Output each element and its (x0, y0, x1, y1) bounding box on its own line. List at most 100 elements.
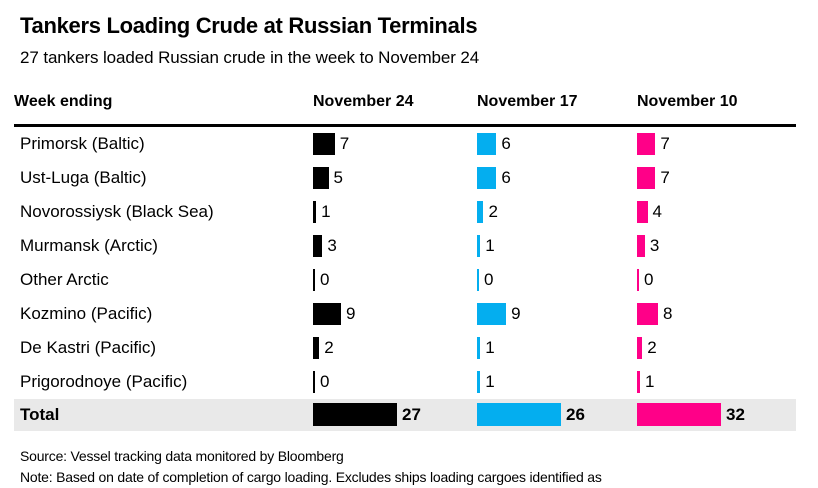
value-bar (313, 370, 315, 393)
value-bar (313, 302, 341, 325)
value-bar (477, 370, 481, 393)
row-label: Other Arctic (20, 269, 109, 289)
value-label: 32 (726, 404, 745, 424)
value-bar (637, 234, 645, 257)
column-header-november-24: November 24 (313, 92, 414, 110)
bar-cell: 6 (477, 132, 637, 155)
value-label: 0 (484, 269, 494, 289)
value-bar (637, 370, 640, 393)
value-bar (477, 132, 497, 155)
value-label: 2 (324, 337, 334, 357)
value-bar (477, 200, 484, 223)
tanker-table: Week ending November 24 November 17 Nove… (14, 93, 796, 431)
table-header-row: Week ending November 24 November 17 Nove… (14, 93, 796, 127)
bar-cell: 0 (637, 268, 796, 291)
bar-cell: 9 (477, 302, 637, 325)
value-bar (637, 268, 639, 291)
bar-cell: 1 (477, 234, 637, 257)
value-bar (477, 166, 497, 189)
bar-cell: 1 (637, 370, 796, 393)
bar-cell: 32 (637, 403, 796, 427)
table-row: Prigorodnoye (Pacific) 0 1 1 (14, 365, 796, 399)
value-label: 3 (649, 235, 660, 255)
bar-cell: 2 (637, 336, 796, 359)
column-header-november-17: November 17 (477, 92, 578, 110)
value-label: 7 (339, 133, 350, 153)
value-bar (313, 234, 323, 257)
bar-cell: 4 (637, 200, 796, 223)
value-label: 1 (485, 371, 495, 391)
value-bar (313, 166, 329, 189)
page-subtitle: 27 tankers loaded Russian crude in the w… (20, 47, 480, 67)
bar-cell: 0 (477, 268, 637, 291)
value-label: 9 (346, 303, 356, 323)
value-label: 3 (327, 235, 337, 255)
value-bar (313, 336, 320, 359)
value-label: 0 (320, 371, 330, 391)
value-label: 4 (652, 201, 662, 221)
bar-cell: 7 (637, 132, 796, 155)
table-row: De Kastri (Pacific) 2 1 2 (14, 331, 796, 365)
bar-cell: 1 (477, 370, 637, 393)
footnotes: Source: Vessel tracking data monitored b… (20, 446, 798, 488)
value-label: 26 (566, 404, 585, 424)
bar-cell: 2 (313, 336, 477, 359)
value-label: 6 (501, 133, 511, 153)
table-row: Ust-Luga (Baltic) 5 6 7 (14, 161, 796, 195)
value-label: 9 (511, 303, 521, 323)
bar-cell: 2 (477, 200, 637, 223)
value-bar (477, 403, 561, 427)
row-label: Novorossiysk (Black Sea) (20, 201, 214, 221)
bar-cell: 3 (637, 234, 796, 257)
bar-cell: 6 (477, 166, 637, 189)
value-label: 1 (485, 337, 495, 357)
value-label: 2 (647, 337, 657, 357)
value-bar (313, 268, 315, 291)
table-row: Other Arctic 0 0 0 (14, 263, 796, 297)
bar-cell: 0 (313, 268, 477, 291)
value-bar (637, 302, 658, 325)
value-bar (477, 302, 507, 325)
bar-cell: 0 (313, 370, 477, 393)
value-label: 7 (660, 133, 670, 153)
value-bar (637, 336, 643, 359)
bar-cell: 1 (313, 200, 477, 223)
value-bar (477, 336, 481, 359)
row-label: Primorsk (Baltic) (20, 133, 145, 153)
value-label: 8 (663, 303, 673, 323)
bar-cell: 27 (313, 403, 477, 427)
row-label: Murmansk (Arctic) (20, 235, 158, 255)
bar-cell: 7 (313, 132, 477, 155)
source-line: Source: Vessel tracking data monitored b… (20, 447, 344, 464)
value-label: 0 (320, 269, 330, 289)
value-label: 1 (645, 371, 655, 391)
value-label: 2 (488, 201, 498, 221)
table-row: Primorsk (Baltic) 7 6 7 (14, 127, 796, 161)
note-line: Note: Based on date of completion of car… (20, 468, 602, 485)
bar-cell: 8 (637, 302, 796, 325)
value-label: 1 (485, 235, 495, 255)
table-row: Murmansk (Arctic) 3 1 3 (14, 229, 796, 263)
row-label: De Kastri (Pacific) (20, 337, 157, 357)
value-bar (477, 268, 479, 291)
value-bar (477, 234, 481, 257)
value-label: 7 (660, 167, 670, 187)
value-bar (637, 166, 656, 189)
bar-cell: 1 (477, 336, 637, 359)
value-bar (637, 132, 656, 155)
bar-cell: 9 (313, 302, 477, 325)
table-body: Primorsk (Baltic) 7 6 7 Ust-Luga (Baltic) 5 6 7… (14, 127, 796, 431)
table-row: Kozmino (Pacific) 9 9 8 (14, 297, 796, 331)
value-bar (637, 403, 721, 427)
value-bar (637, 200, 648, 223)
page-title: Tankers Loading Crude at Russian Termina… (20, 13, 478, 38)
table-row: Novorossiysk (Black Sea) 1 2 4 (14, 195, 796, 229)
value-label: 1 (321, 201, 331, 221)
column-header-november-10: November 10 (637, 92, 738, 110)
bar-cell: 26 (477, 403, 637, 427)
value-label: 0 (644, 269, 654, 289)
row-label: Kozmino (Pacific) (20, 303, 153, 323)
value-label: 27 (402, 404, 421, 424)
row-label: Prigorodnoye (Pacific) (20, 371, 188, 391)
